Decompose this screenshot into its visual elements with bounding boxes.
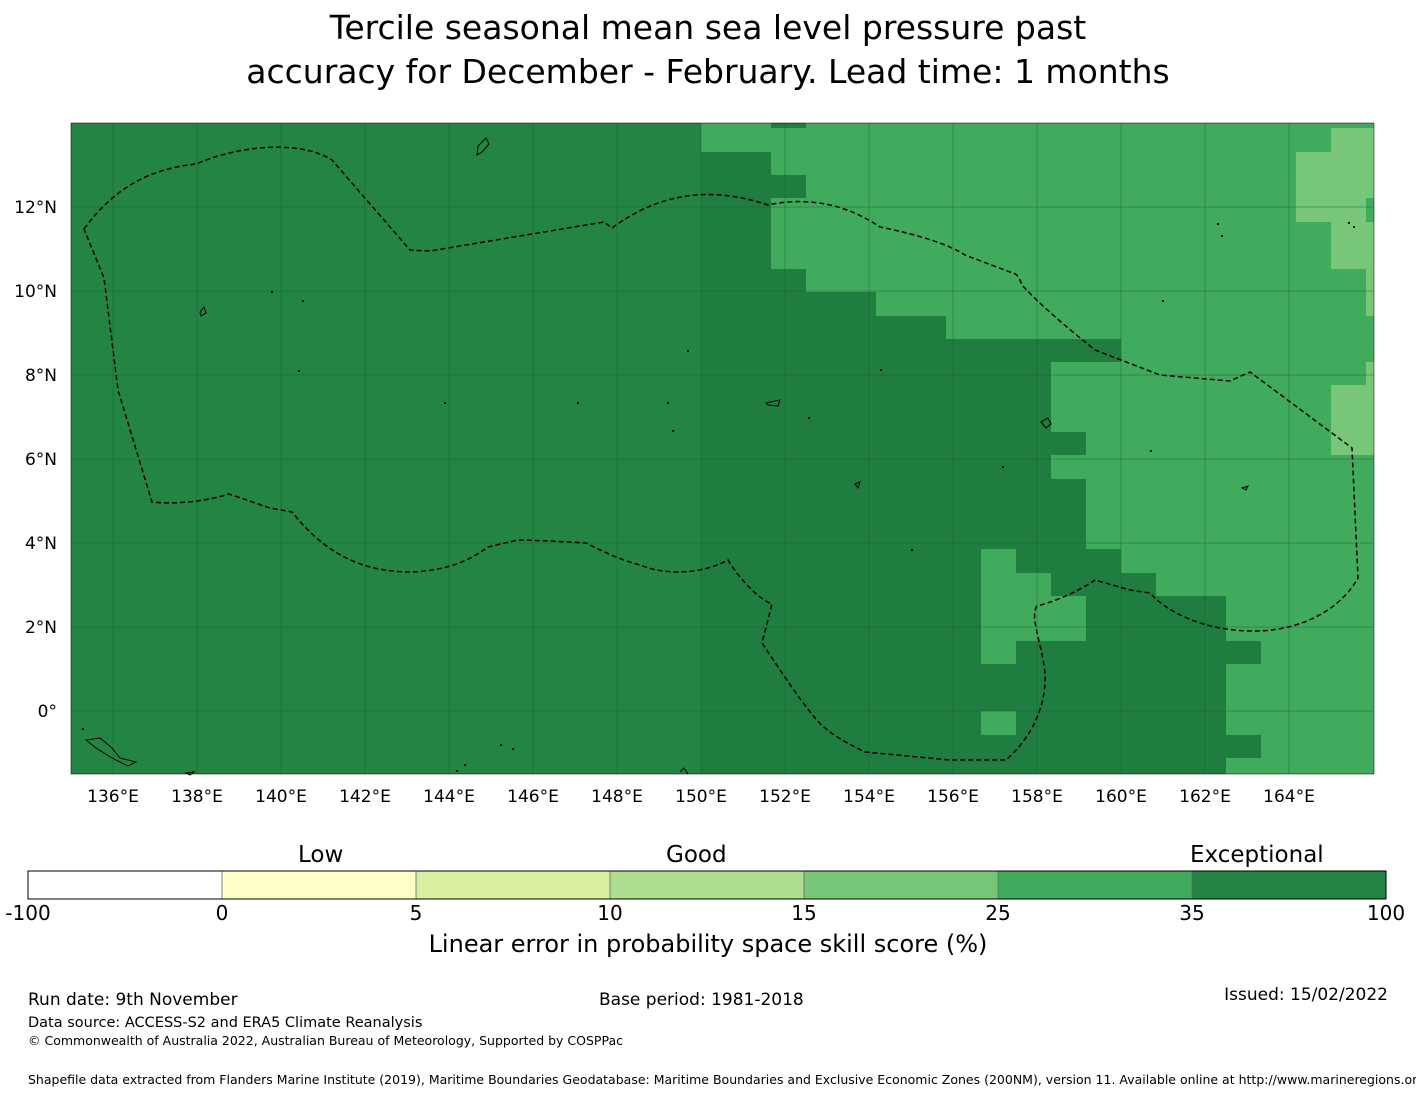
longitude-tick-label: 160°E	[1095, 787, 1147, 807]
islet	[271, 291, 273, 293]
copyright: © Commonwealth of Australia 2022, Austra…	[28, 1033, 623, 1048]
longitude-tick-label: 152°E	[759, 787, 811, 807]
longitude-tick-label: 144°E	[423, 787, 475, 807]
longitude-tick-label: 140°E	[255, 787, 307, 807]
longitude-tick-label: 162°E	[1179, 787, 1231, 807]
island	[1040, 417, 1052, 429]
skill-map	[70, 122, 1375, 776]
island	[764, 399, 781, 407]
islet	[1150, 450, 1152, 452]
skill-region	[981, 711, 1016, 735]
colorbar-category-low: Low	[298, 842, 344, 868]
colorbar-category-good: Good	[666, 842, 727, 868]
colorbar-frame	[27, 870, 1387, 900]
islet	[1002, 466, 1004, 468]
map-axes: 136°E 138°E 140°E 142°E 144°E 146°E 148°E 150°E…	[14, 198, 1315, 807]
colorbar-title: Linear error in probability space skill …	[428, 930, 988, 958]
islet	[808, 417, 810, 419]
islet	[456, 770, 458, 772]
colorbar-segment	[416, 871, 610, 899]
issued-date: Issued: 15/02/2022	[1224, 985, 1388, 1005]
islet	[1348, 222, 1350, 224]
latitude-tick-label: 4°N	[25, 534, 57, 554]
colorbar-segment	[610, 871, 804, 899]
islet	[1217, 223, 1219, 225]
islet	[880, 369, 882, 371]
title-line-1: Tercile seasonal mean sea level pressure…	[329, 8, 1087, 47]
longitude-tick-label: 156°E	[927, 787, 979, 807]
islet	[302, 300, 304, 302]
island	[476, 137, 490, 156]
islet	[1353, 226, 1355, 228]
longitude-tick-label: 150°E	[675, 787, 727, 807]
islet	[911, 549, 913, 551]
longitude-tick-label: 158°E	[1011, 787, 1063, 807]
islet	[667, 402, 669, 404]
colorbar-tick: 100	[1366, 901, 1406, 925]
colorbar	[27, 870, 1387, 900]
map-frame	[70, 122, 1375, 775]
islet	[672, 430, 674, 432]
colorbar-tick: 0	[215, 901, 229, 925]
colorbar-segment	[804, 871, 998, 899]
island	[84, 737, 138, 767]
colorbar-category-exceptional: Exceptional	[1190, 842, 1324, 868]
skill-region	[1226, 735, 1261, 758]
islet	[500, 744, 502, 746]
base-period: Base period: 1981-2018	[599, 990, 804, 1010]
islet	[512, 748, 514, 750]
island	[854, 481, 861, 490]
longitude-tick-label: 146°E	[507, 787, 559, 807]
islet	[577, 402, 579, 404]
latitude-tick-label: 2°N	[25, 618, 57, 638]
colorbar-tick: 25	[985, 901, 1011, 925]
islet	[1162, 300, 1164, 302]
skill-region	[1331, 362, 1374, 455]
island	[679, 767, 689, 775]
colorbar-tick: 35	[1179, 901, 1205, 925]
colorbar-tick: 10	[597, 901, 623, 925]
skill-region	[1226, 641, 1261, 664]
longitude-tick-label: 148°E	[591, 787, 643, 807]
island	[199, 305, 207, 317]
islet	[444, 402, 446, 404]
run-date: Run date: 9th November	[28, 990, 238, 1010]
colorbar-segment	[222, 871, 416, 899]
latitude-tick-label: 12°N	[14, 198, 57, 218]
colorbar-tick: -100	[5, 901, 51, 925]
islet	[687, 350, 689, 352]
title-line-2: accuracy for December - February. Lead t…	[246, 52, 1170, 91]
latitude-tick-label: 10°N	[14, 282, 57, 302]
skill-region	[1296, 128, 1374, 316]
latitude-tick-label: 6°N	[25, 450, 57, 470]
data-source: Data source: ACCESS-S2 and ERA5 Climate …	[28, 1015, 423, 1031]
longitude-tick-label: 154°E	[843, 787, 895, 807]
skill-region	[771, 123, 806, 128]
colorbar-segment	[998, 871, 1192, 899]
islet	[1221, 235, 1223, 237]
skill-region	[981, 549, 1086, 664]
longitude-tick-label: 142°E	[339, 787, 391, 807]
longitude-tick-label: 164°E	[1263, 787, 1315, 807]
eez-boundary	[83, 146, 1359, 761]
longitude-tick-label: 138°E	[171, 787, 223, 807]
latitude-tick-label: 0°	[38, 702, 57, 722]
shapefile-credit: Shapefile data extracted from Flanders M…	[28, 1072, 1416, 1087]
latitude-tick-label: 8°N	[25, 366, 57, 386]
islet	[82, 728, 84, 730]
islet	[298, 370, 300, 372]
colorbar-tick: 15	[791, 901, 817, 925]
colorbar-tick: 5	[409, 901, 423, 925]
colorbar-segment	[28, 871, 222, 899]
chart-title: Tercile seasonal mean sea level pressure…	[0, 6, 1416, 94]
colorbar-segment	[1192, 871, 1386, 899]
islet	[464, 764, 466, 766]
longitude-tick-label: 136°E	[87, 787, 139, 807]
island	[1240, 485, 1249, 491]
